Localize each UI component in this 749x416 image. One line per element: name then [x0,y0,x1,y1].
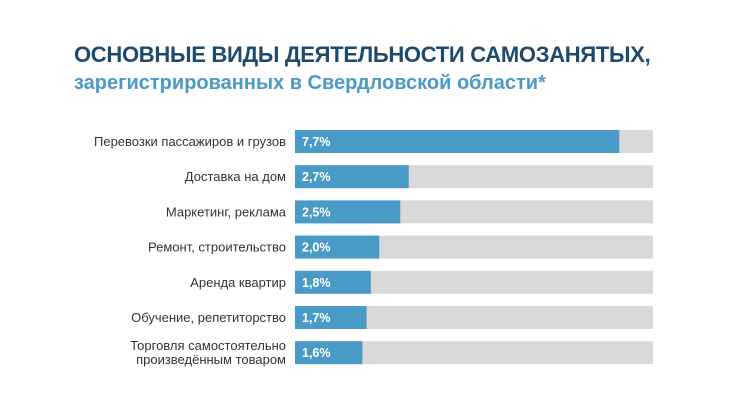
bar-track [295,341,653,365]
category-label: Аренда квартир [190,275,286,290]
category-label: Перевозки пассажиров и грузов [94,134,286,149]
bar [295,165,409,189]
bar-value-label: 7,7% [302,135,331,149]
bar-value-label: 2,7% [302,170,331,184]
bar-value-label: 1,6% [302,346,331,360]
category-label: произведённым товаром [136,352,286,367]
bar-value-label: 2,5% [302,205,331,219]
bar [295,270,371,294]
bar-track [295,306,653,329]
category-label: Маркетинг, реклама [166,204,287,219]
bar-value-label: 2,0% [302,241,331,255]
title-block: ОСНОВНЫЕ ВИДЫ ДЕЯТЕЛЬНОСТИ САМОЗАНЯТЫХ, … [74,42,651,96]
bar [295,130,620,153]
bar-value-label: 1,8% [302,276,331,290]
bar-track [295,235,653,259]
bar [295,341,363,365]
category-label: Ремонт, строительство [148,240,286,255]
bar [295,306,367,329]
bar [295,235,380,259]
chart-subtitle: зарегистрированных в Свердловской област… [74,72,546,94]
category-label: Обучение, репетиторство [131,310,286,325]
bar [295,200,401,224]
chart-title: ОСНОВНЫЕ ВИДЫ ДЕЯТЕЛЬНОСТИ САМОЗАНЯТЫХ, [74,42,651,67]
category-label: Доставка на дом [185,169,286,184]
category-label: Торговля самостоятельно [130,338,286,353]
bar-value-label: 1,7% [302,311,331,325]
bar-track [295,270,653,294]
